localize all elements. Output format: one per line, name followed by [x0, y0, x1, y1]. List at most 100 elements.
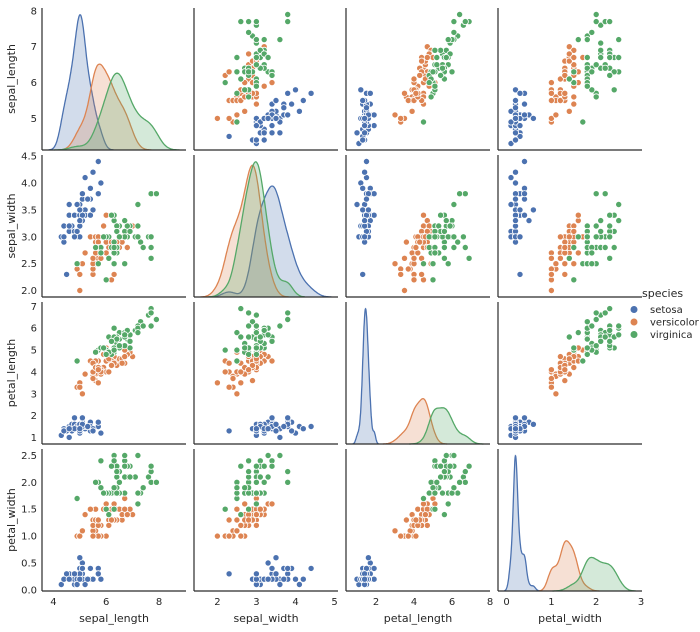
data-point	[561, 89, 569, 97]
data-point	[92, 478, 100, 486]
data-point	[512, 217, 520, 225]
data-point	[433, 478, 441, 486]
data-point	[610, 243, 618, 251]
data-point	[272, 114, 280, 122]
data-point	[81, 249, 89, 257]
subplot-sepal_length-vs-sepal_width	[193, 8, 338, 151]
scatter-setosa	[57, 554, 105, 589]
data-point	[592, 315, 600, 323]
data-point	[570, 61, 578, 69]
data-point	[425, 243, 433, 251]
data-point	[361, 575, 369, 583]
data-point	[565, 50, 573, 58]
data-point	[260, 82, 268, 90]
data-point	[295, 107, 303, 115]
data-point	[521, 211, 529, 219]
data-point	[76, 575, 84, 583]
data-point	[507, 118, 515, 126]
legend-label: versicolor	[650, 318, 700, 329]
data-point	[268, 357, 276, 365]
data-point	[516, 122, 524, 130]
data-point	[121, 505, 129, 513]
data-point	[444, 233, 452, 241]
data-point	[419, 211, 427, 219]
data-point	[260, 136, 268, 144]
data-point	[284, 564, 292, 572]
data-point	[60, 233, 68, 241]
data-point	[284, 468, 292, 476]
data-point	[256, 473, 264, 481]
data-point	[601, 309, 609, 317]
data-point	[108, 211, 116, 219]
data-point	[237, 521, 245, 529]
data-point	[353, 129, 361, 137]
data-point	[237, 368, 245, 376]
scatter-versicolor	[547, 211, 591, 294]
data-point	[516, 132, 524, 140]
x-axis-label-petal_length: petal_length	[384, 612, 452, 625]
data-point	[113, 468, 121, 476]
data-point	[284, 89, 292, 97]
data-point	[454, 489, 462, 497]
data-point	[592, 93, 600, 101]
data-point	[615, 331, 623, 339]
data-point	[268, 564, 276, 572]
data-point	[264, 559, 272, 567]
data-point	[268, 122, 276, 130]
data-point	[597, 39, 605, 47]
data-point	[100, 489, 108, 497]
y-axis-label-petal_length: petal_length	[5, 339, 18, 407]
data-point	[370, 575, 378, 583]
data-point	[583, 233, 591, 241]
data-point	[237, 511, 245, 519]
scatter-setosa	[57, 157, 105, 278]
data-point	[84, 575, 92, 583]
y-tick-labels-petal_length: 1 2 3 4 5 6 7	[31, 302, 37, 444]
data-point	[288, 100, 296, 108]
data-point	[237, 305, 245, 313]
data-point	[86, 184, 94, 192]
y-tick-label: 0.5	[21, 559, 37, 570]
data-point	[126, 473, 134, 481]
data-point	[307, 422, 315, 430]
data-point	[78, 564, 86, 572]
scatter-setosa	[57, 414, 105, 441]
data-point	[606, 305, 614, 313]
data-point	[102, 276, 110, 284]
data-point	[408, 107, 416, 115]
subplot-petal_width-vs-sepal_width	[193, 449, 338, 592]
data-point	[416, 71, 424, 79]
data-point	[134, 200, 142, 208]
data-point	[404, 532, 412, 540]
data-point	[552, 260, 560, 268]
data-point	[213, 532, 221, 540]
data-point	[450, 233, 458, 241]
kde-curve-versicolor	[200, 164, 289, 298]
data-point	[245, 516, 253, 524]
data-point	[237, 75, 245, 83]
scatter-virginica	[73, 190, 160, 284]
data-point	[152, 315, 160, 323]
data-point	[252, 82, 260, 90]
data-point	[276, 36, 284, 44]
data-point	[233, 329, 241, 337]
data-point	[233, 68, 241, 76]
data-point	[431, 249, 439, 257]
legend-entry-setosa: setosa	[630, 305, 683, 316]
data-point	[570, 54, 578, 62]
data-point	[237, 379, 245, 387]
data-point	[86, 564, 94, 572]
data-point	[597, 337, 605, 345]
data-point	[512, 179, 520, 187]
data-point	[225, 68, 233, 76]
kde-curve-setosa	[504, 454, 541, 592]
data-point	[416, 238, 424, 246]
data-point	[213, 379, 221, 387]
x-tick-label: 4	[411, 597, 417, 608]
data-point	[529, 206, 537, 214]
data-point	[592, 18, 600, 26]
data-point	[410, 254, 418, 262]
data-point	[606, 222, 614, 230]
y-axis-label-sepal_length: sepal_length	[5, 44, 18, 114]
data-point	[561, 270, 569, 278]
